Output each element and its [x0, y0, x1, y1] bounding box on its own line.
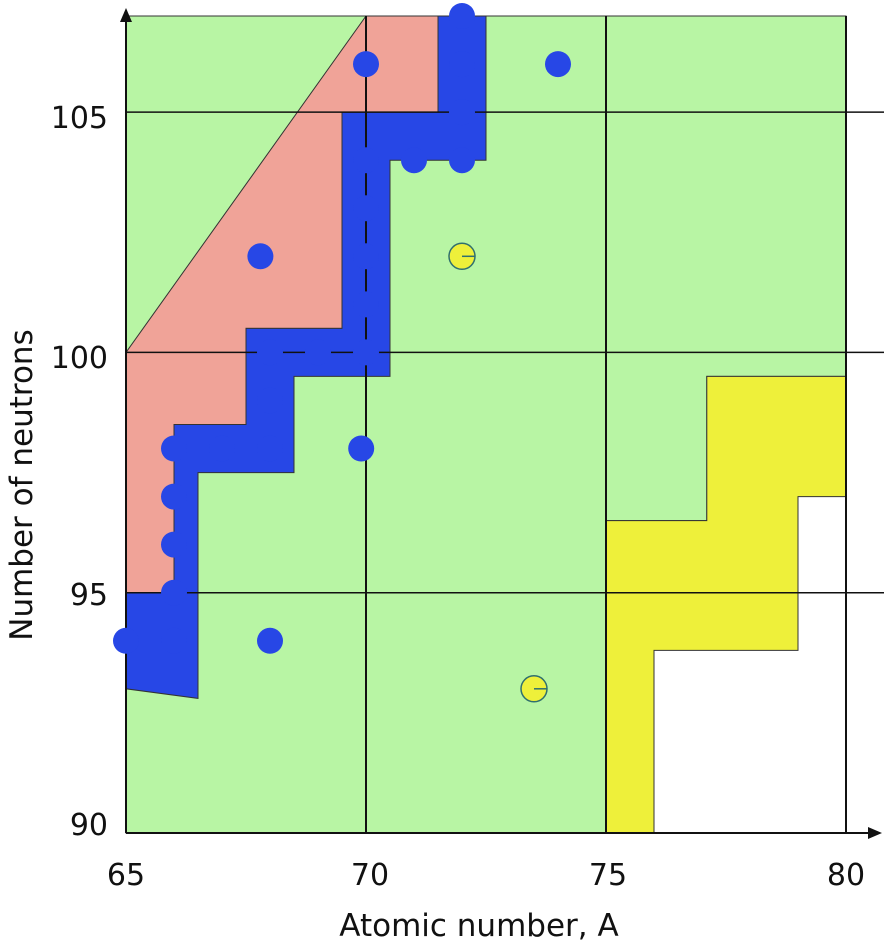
regions-layer — [125, 15, 847, 834]
blue-data-point — [353, 339, 379, 366]
blue-data-point — [161, 579, 187, 606]
blue-data-point — [348, 435, 375, 462]
y-tick-label: 90 — [70, 808, 108, 843]
blue-data-point — [305, 339, 331, 366]
blue-data-point — [449, 99, 475, 126]
x-tick-label: 65 — [107, 858, 145, 893]
gridlines-layer — [126, 16, 884, 833]
y-axis-title: Number of neutrons — [4, 329, 40, 640]
blue-data-point — [161, 435, 187, 462]
blue-data-point — [247, 243, 274, 270]
axes-layer — [120, 8, 882, 839]
y-tick-label: 95 — [70, 578, 108, 613]
blue-data-point — [161, 531, 187, 558]
blue-data-point — [113, 627, 139, 654]
tick-labels-layer: 65 70 75 80 90 95 100 105 — [51, 101, 865, 893]
blue-data-point — [161, 627, 187, 654]
blue-data-point — [545, 51, 571, 78]
blue-data-point — [353, 291, 379, 318]
blue-data-point — [257, 627, 283, 654]
y-tick-label: 105 — [51, 101, 108, 136]
blue-data-point — [257, 387, 283, 414]
blue-data-point — [209, 435, 235, 462]
x-tick-label: 80 — [827, 858, 865, 893]
blue-data-point — [353, 195, 379, 222]
blue-data-point — [353, 51, 379, 78]
blue-data-point — [161, 483, 187, 510]
blue-data-point — [449, 51, 475, 78]
y-tick-label: 100 — [51, 341, 108, 376]
blue-data-point — [257, 339, 283, 366]
blue-data-point — [257, 435, 283, 462]
blue-data-point — [449, 3, 475, 29]
x-axis-arrow — [868, 827, 882, 839]
x-tick-label: 70 — [351, 858, 389, 893]
points-layer — [113, 3, 571, 703]
blue-data-point — [353, 147, 379, 174]
x-tick-label: 75 — [589, 858, 627, 893]
blue-data-point — [353, 243, 379, 270]
x-axis-title: Atomic number, A — [339, 908, 618, 944]
blue-data-point — [401, 147, 427, 174]
y-axis-arrow — [120, 8, 132, 22]
blue-data-point — [449, 147, 475, 174]
